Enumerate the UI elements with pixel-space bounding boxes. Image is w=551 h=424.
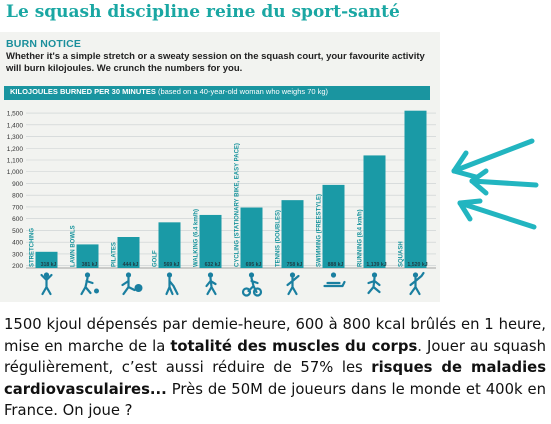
bar [76, 244, 99, 268]
y-tick-label: 900 [12, 181, 23, 188]
bar [117, 237, 140, 268]
bar-value-label: 888 kJ [328, 262, 344, 268]
category-label: TENNIS (DOUBLES) [276, 210, 282, 267]
bar-chart: 200 300 400 500 600 700 800 900 1,000 1,100 1,200 1… [7, 110, 436, 297]
bar-value-label: 381 kJ [82, 262, 98, 268]
bar [322, 184, 345, 268]
caption-text: 1500 kjoul dépensés par demie-heure, 600… [4, 314, 546, 422]
squash-icon [409, 271, 425, 296]
category-label: PILATES [112, 242, 118, 267]
category-label: SQUASH [399, 241, 405, 267]
y-tick-label: 700 [12, 204, 23, 211]
bar-value-label: 318 kJ [41, 262, 57, 268]
bar-value-label: 695 kJ [246, 262, 262, 268]
caption-bold-cardio: risques de maladies cardiovasculaires... [4, 359, 546, 398]
caption-part-3: Près de 50M de joueurs dans le monde et … [4, 380, 546, 420]
category-label: WALKING (6.4 km/h) [194, 209, 200, 267]
caption-part-1: 1500 kjoul dépensés par demie-heure, 600… [4, 316, 546, 355]
bar [158, 222, 181, 268]
y-tick-label: 200 [12, 263, 23, 270]
category-label: LAWN BOWLS [71, 225, 77, 267]
chart-subtitle: (based on a 40-year-old woman who weighs… [155, 87, 329, 96]
chart-title: KILOJOULES BURNED PER 30 MINUTES (based … [10, 87, 328, 96]
caption-bold-muscles: totalité des muscles du corps [170, 337, 418, 355]
bar [199, 214, 222, 268]
y-tick-label: 600 [12, 216, 23, 223]
arrow-icon-upper [451, 138, 535, 180]
y-tick-label: 1,000 [7, 169, 24, 176]
bar-value-label: 444 kJ [123, 262, 139, 268]
category-label: STRETCHING [30, 228, 36, 267]
bar [240, 207, 263, 268]
page-heading: Le squash discipline reine du sport-sant… [6, 2, 400, 22]
figure-kicker: BURN NOTICE [6, 38, 82, 50]
bar-value-label: 1,520 kJ [407, 262, 427, 268]
caption-part-2: . Jouer au squash régulièrement, c’est a… [4, 337, 547, 377]
bar [404, 110, 427, 268]
bar-value-label: 632 kJ [205, 262, 221, 268]
stretching-icon [40, 272, 53, 296]
category-label: RUNNING (8.4 km/h) [358, 209, 364, 267]
y-tick-label: 500 [12, 228, 23, 235]
chart-title-band: KILOJOULES BURNED PER 30 MINUTES (based … [4, 86, 430, 100]
category-label: CYCLING (STATIONARY BIKE, EASY PACE) [235, 143, 241, 267]
bar-value-label: 1,139 kJ [366, 262, 386, 268]
arrow-icon-lower [457, 198, 537, 230]
running-icon [367, 272, 381, 295]
category-label: GOLF [153, 250, 159, 267]
pilates-icon [121, 272, 143, 296]
lawn-bowls-icon [80, 272, 99, 296]
chart-title-main: KILOJOULES BURNED PER 30 MINUTES [10, 87, 156, 96]
figure-intro: Whether it's a simple stretch or a sweat… [6, 51, 425, 74]
swimming-icon [323, 272, 346, 288]
bar-value-label: 758 kJ [287, 262, 303, 268]
y-tick-label: 300 [12, 251, 23, 258]
y-tick-label: 400 [12, 240, 23, 247]
y-tick-label: 1,100 [7, 158, 24, 165]
golf-icon [165, 272, 179, 296]
bar [35, 251, 58, 268]
cycling-icon [241, 272, 263, 297]
arrow-icon-middle [469, 168, 539, 196]
bar [281, 200, 304, 268]
y-tick-label: 1,300 [7, 134, 24, 141]
bar-value-label: 569 kJ [164, 262, 180, 268]
walking-icon [205, 272, 217, 296]
y-tick-label: 800 [12, 193, 23, 200]
y-tick-label: 1,200 [7, 146, 24, 153]
arrows-pointing-to-squash [451, 138, 539, 230]
bar [363, 155, 386, 268]
y-tick-label: 1,400 [7, 122, 24, 129]
tennis-icon [286, 272, 300, 296]
category-label: SWIMMING (FREESTYLE) [317, 194, 323, 267]
y-tick-label: 1,500 [7, 111, 24, 118]
